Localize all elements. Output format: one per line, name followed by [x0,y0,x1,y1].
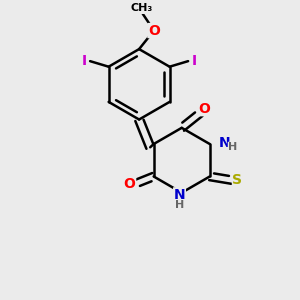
Text: O: O [124,177,136,191]
Text: I: I [191,54,196,68]
Text: H: H [175,200,184,210]
Text: N: N [218,136,230,150]
Text: H: H [228,142,238,152]
Text: O: O [199,102,211,116]
Text: N: N [174,188,185,202]
Text: I: I [82,54,87,68]
Text: O: O [148,24,160,38]
Text: S: S [232,173,242,187]
Text: CH₃: CH₃ [130,4,153,14]
